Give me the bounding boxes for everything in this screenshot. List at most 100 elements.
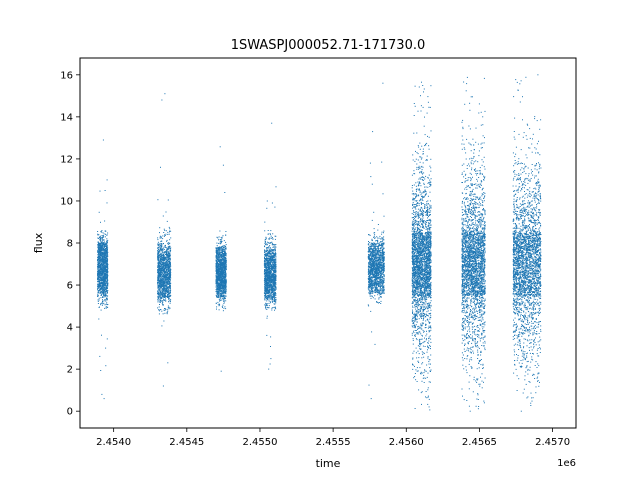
data-point xyxy=(218,242,220,244)
data-point xyxy=(220,276,222,277)
data-point xyxy=(99,249,101,251)
data-point xyxy=(106,252,108,254)
data-point xyxy=(167,264,168,266)
data-point xyxy=(165,251,167,253)
data-point xyxy=(164,288,166,290)
data-point xyxy=(101,265,103,267)
data-point xyxy=(164,309,166,311)
data-point xyxy=(225,258,227,260)
data-point xyxy=(159,296,161,298)
data-point xyxy=(225,308,227,310)
data-point xyxy=(100,251,102,253)
data-point xyxy=(215,290,217,292)
data-point xyxy=(158,274,160,276)
data-point xyxy=(221,268,223,270)
data-point xyxy=(224,284,226,286)
data-point xyxy=(157,237,159,239)
data-point xyxy=(273,249,275,251)
data-point xyxy=(104,269,105,271)
data-point xyxy=(219,281,221,283)
data-point xyxy=(169,286,171,288)
data-point xyxy=(99,237,100,239)
data-point xyxy=(268,242,270,244)
data-point xyxy=(217,237,219,239)
data-point xyxy=(164,234,166,236)
data-point xyxy=(161,268,163,270)
data-point xyxy=(269,269,271,271)
data-point xyxy=(100,278,102,280)
data-point xyxy=(103,302,105,304)
data-point xyxy=(220,257,222,258)
data-point xyxy=(225,231,227,232)
data-point xyxy=(275,293,277,295)
data-point xyxy=(216,277,218,279)
data-point xyxy=(105,273,107,275)
data-point xyxy=(102,246,104,247)
data-point xyxy=(163,268,165,270)
data-point xyxy=(215,259,217,261)
data-point xyxy=(217,282,219,284)
data-point xyxy=(215,294,217,296)
data-point xyxy=(270,267,272,269)
data-point xyxy=(274,303,276,305)
data-point xyxy=(104,252,106,254)
data-point xyxy=(98,249,100,251)
data-point xyxy=(105,244,107,246)
data-point xyxy=(98,242,99,244)
data-point xyxy=(157,258,159,260)
data-point xyxy=(101,393,103,395)
data-point xyxy=(102,241,104,243)
data-point xyxy=(160,292,162,294)
data-point xyxy=(105,288,107,290)
data-point xyxy=(103,239,105,241)
data-point xyxy=(216,254,217,256)
data-point xyxy=(264,299,266,301)
data-point xyxy=(107,283,109,285)
data-point xyxy=(224,286,225,288)
data-point xyxy=(101,252,103,254)
data-point xyxy=(162,283,164,285)
data-point xyxy=(223,283,225,285)
data-point xyxy=(104,292,106,294)
data-point xyxy=(273,284,275,286)
data-point xyxy=(165,271,167,272)
data-point xyxy=(225,274,227,276)
data-point xyxy=(221,266,223,268)
data-point xyxy=(164,245,166,247)
data-point xyxy=(222,248,224,250)
data-point xyxy=(217,254,219,256)
data-point xyxy=(105,266,107,268)
data-point xyxy=(169,289,171,291)
data-point xyxy=(107,295,109,297)
data-point xyxy=(106,284,108,286)
data-point xyxy=(221,282,223,284)
data-point xyxy=(97,277,99,279)
data-point xyxy=(161,293,163,295)
data-point xyxy=(103,269,105,271)
data-point xyxy=(164,281,165,283)
data-point xyxy=(268,238,270,240)
data-point xyxy=(163,278,165,280)
data-point xyxy=(219,299,221,301)
data-point xyxy=(162,256,164,258)
data-point xyxy=(157,262,159,263)
scatter-points xyxy=(97,74,542,412)
data-point xyxy=(216,255,218,257)
data-point xyxy=(219,267,221,269)
data-point xyxy=(106,278,108,280)
data-point xyxy=(106,246,108,248)
data-point xyxy=(165,298,167,300)
data-point xyxy=(97,257,99,259)
data-point xyxy=(160,243,162,245)
data-point xyxy=(103,289,104,291)
data-point xyxy=(218,265,220,267)
data-point xyxy=(219,230,221,232)
data-point xyxy=(100,285,102,287)
data-point xyxy=(167,307,169,309)
data-point xyxy=(159,262,161,264)
data-point xyxy=(265,268,267,270)
data-point xyxy=(220,290,222,292)
data-point xyxy=(224,246,226,248)
data-point xyxy=(162,262,164,264)
